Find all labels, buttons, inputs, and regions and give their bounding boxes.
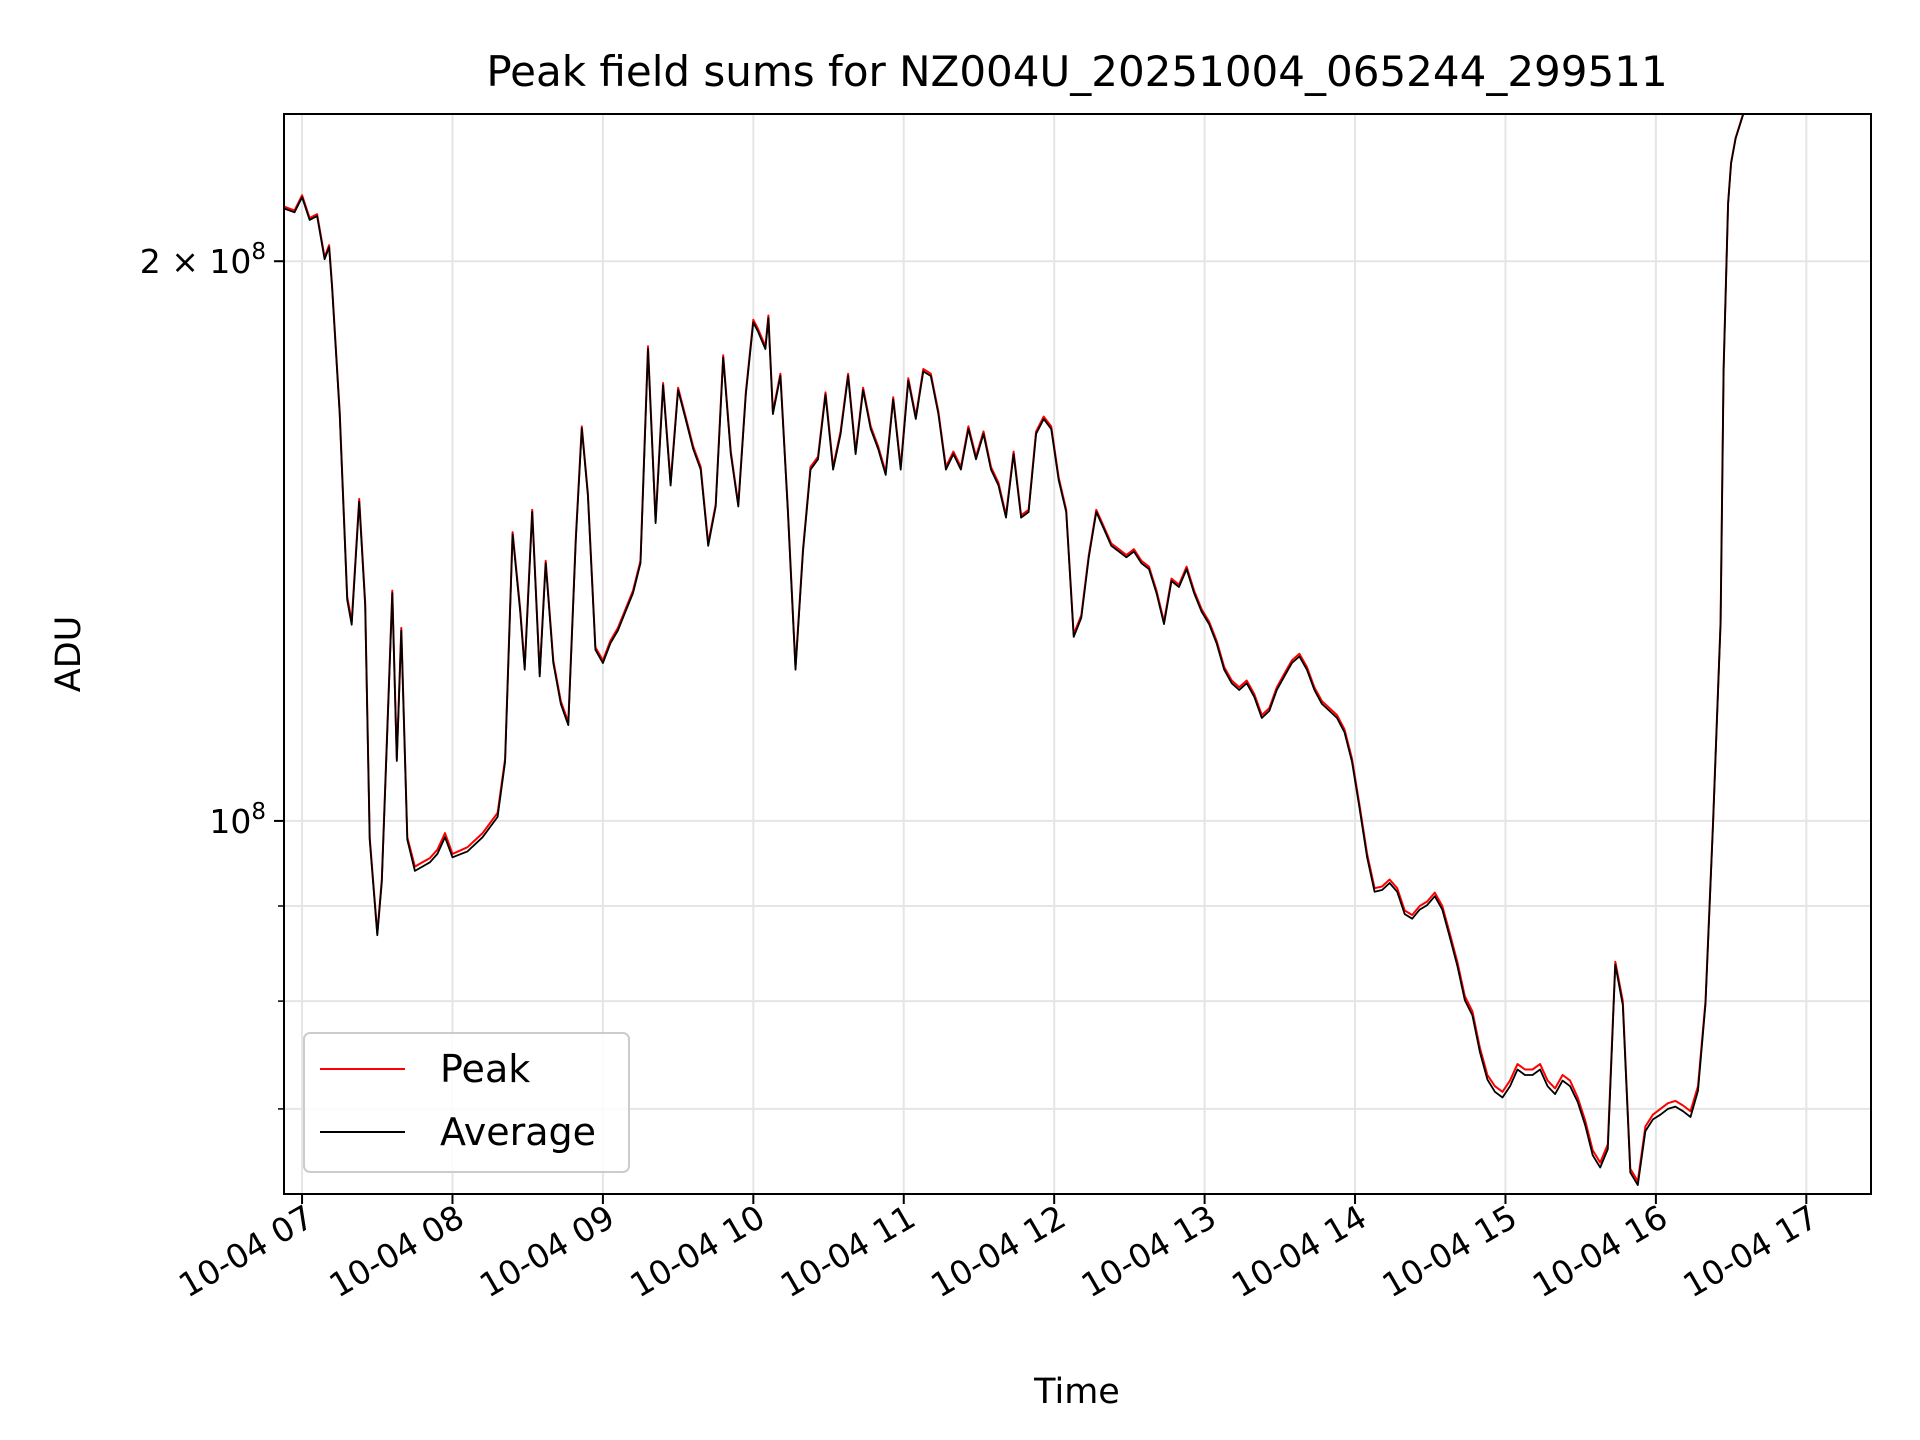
grid [284,114,1871,1194]
y-tick-label: 2 × 108 [140,239,266,281]
series-line-average [283,114,1744,1186]
y-axis: 108 2 × 108 [140,239,284,1110]
y-tick-label: 108 [209,799,266,841]
plot-frame [283,113,1872,1195]
x-axis-title: Time [1033,1372,1120,1412]
legend: Peak Average [303,1032,630,1173]
legend-label-peak: Peak [440,1047,530,1091]
legend-box [303,1032,630,1173]
chart-title: Peak field sums for NZ004U_20251004_0652… [486,47,1667,96]
legend-label-average: Average [440,1110,596,1154]
y-axis-title: ADU [49,616,89,693]
plot-series [283,113,1745,1186]
